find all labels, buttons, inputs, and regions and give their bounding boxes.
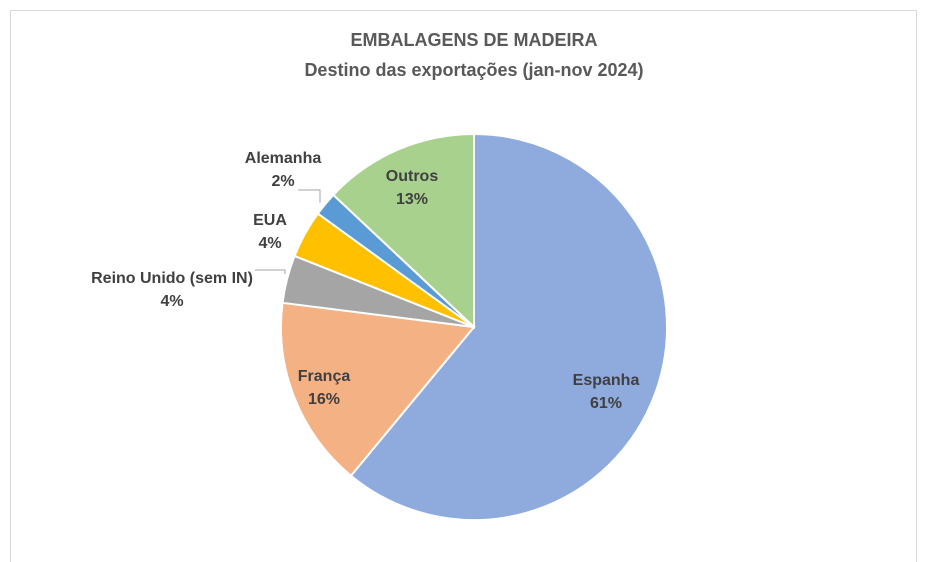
value-label: 4% (258, 235, 282, 252)
pie-slice (280, 301, 476, 478)
category-label: Outros (385, 168, 439, 185)
data-label: França 16% (264, 365, 384, 411)
leader-line (298, 189, 321, 203)
data-label: Espanha 61% (546, 369, 666, 415)
chart-frame (10, 10, 917, 562)
chart-title: EMBALAGENS DE MADEIRA (350, 30, 597, 50)
chart-subtitle: Destino das exportações (jan-nov 2024) (304, 60, 643, 80)
data-label: Outros 13% (362, 165, 462, 211)
category-label: França (297, 368, 351, 385)
value-label: 13% (395, 191, 429, 208)
value-label: 61% (589, 395, 623, 412)
data-label: EUA 4% (230, 209, 310, 255)
category-label: Espanha (572, 372, 640, 389)
data-label: Alemanha 2% (228, 147, 338, 193)
value-label: 16% (307, 391, 341, 408)
category-label: Reino Unido (sem IN) (91, 270, 253, 287)
value-label: 4% (160, 293, 184, 310)
category-label: Alemanha (244, 150, 322, 167)
data-label: Reino Unido (sem IN) 4% (87, 267, 257, 313)
leader-line (255, 269, 286, 274)
category-label: EUA (253, 212, 287, 229)
pie-slice (349, 132, 668, 521)
value-label: 2% (271, 173, 295, 190)
pie-slice (331, 132, 475, 330)
